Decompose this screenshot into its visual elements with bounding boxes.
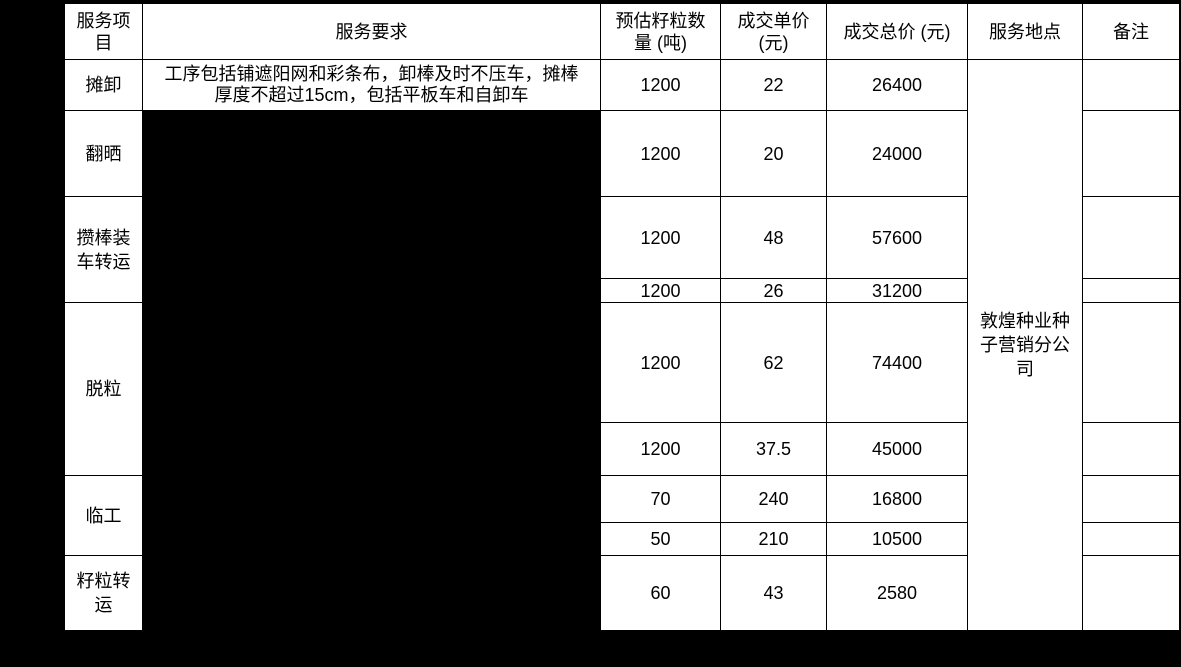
remark-cell [1082, 475, 1180, 523]
table-row: 籽粒转运 60 43 2580 [64, 555, 1180, 631]
total-price-cell: 2580 [826, 555, 968, 631]
total-price-cell: 16800 [826, 475, 968, 523]
service-item-cell: 摊卸 [64, 59, 143, 111]
col-header-total-price: 成交总价 (元) [826, 3, 968, 60]
qty-cell: 1200 [600, 196, 721, 279]
remark-cell [1082, 59, 1180, 111]
col-header-remark: 备注 [1082, 3, 1180, 60]
table-row: 1200 26 31200 [65, 278, 1180, 303]
remark-cell [1082, 522, 1180, 556]
unit-price-cell: 48 [720, 196, 827, 279]
total-price-cell: 57600 [826, 196, 968, 279]
table-row: 摊卸 工序包括铺遮阳网和彩条布，卸棒及时不压车，摊棒厚度不超过15cm，包括平板… [64, 59, 1180, 631]
header-row: 服务项目 服务要求 预估籽粒数量 (吨) 成交单价 (元) 成交总价 (元) 服… [64, 3, 1180, 60]
service-item-cell: 籽粒转运 [64, 555, 143, 631]
unit-price-cell: 22 [720, 59, 827, 111]
qty-cell: 50 [600, 522, 721, 556]
qty-cell: 1200 [600, 422, 721, 476]
qty-cell: 1200 [600, 302, 721, 423]
service-item-cell: 临工 [64, 475, 143, 556]
unit-price-cell: 210 [720, 522, 827, 556]
unit-price-cell: 62 [720, 302, 827, 423]
service-price-table: 服务项目 服务要求 预估籽粒数量 (吨) 成交单价 (元) 成交总价 (元) 服… [64, 3, 1180, 631]
qty-cell: 70 [600, 475, 721, 523]
col-header-service-requirement: 服务要求 [142, 3, 601, 60]
remark-cell [1082, 278, 1180, 303]
service-item-cell: 翻晒 [64, 110, 143, 197]
col-header-service-item: 服务项目 [64, 3, 143, 60]
redacted-requirements-area [142, 110, 601, 631]
service-item-cell: 攒棒装车转运 [64, 196, 143, 303]
unit-price-cell: 43 [720, 555, 827, 631]
remark-cell [1082, 302, 1180, 423]
unit-price-cell: 26 [720, 278, 827, 303]
unit-price-cell: 37.5 [720, 422, 827, 476]
table-row: 脱粒 1200 62 74400 [64, 302, 1180, 476]
service-location-cell: 敦煌种业种子营销分公司 [967, 59, 1083, 631]
table-row: 1200 37.5 45000 [65, 422, 1180, 476]
remark-cell [1082, 110, 1180, 197]
qty-cell: 1200 [600, 278, 721, 303]
service-item-cell: 脱粒 [64, 302, 143, 476]
qty-cell: 1200 [600, 59, 721, 111]
remark-cell [1082, 555, 1180, 631]
total-price-cell: 10500 [826, 522, 968, 556]
remark-cell [1082, 422, 1180, 476]
col-header-unit-price: 成交单价 (元) [720, 3, 827, 60]
table-row: 攒棒装车转运 1200 48 57600 [64, 196, 1180, 303]
remark-cell [1082, 196, 1180, 279]
unit-price-cell: 240 [720, 475, 827, 523]
col-header-service-location: 服务地点 [967, 3, 1083, 60]
total-price-cell: 74400 [826, 302, 968, 423]
qty-cell: 1200 [600, 110, 721, 197]
col-header-estimated-qty: 预估籽粒数量 (吨) [600, 3, 721, 60]
total-price-cell: 26400 [826, 59, 968, 111]
total-price-cell: 31200 [826, 278, 968, 303]
unit-price-cell: 20 [720, 110, 827, 197]
total-price-cell: 24000 [826, 110, 968, 197]
total-price-cell: 45000 [826, 422, 968, 476]
qty-cell: 60 [600, 555, 721, 631]
service-requirement-cell: 工序包括铺遮阳网和彩条布，卸棒及时不压车，摊棒厚度不超过15cm，包括平板车和自… [142, 59, 601, 111]
